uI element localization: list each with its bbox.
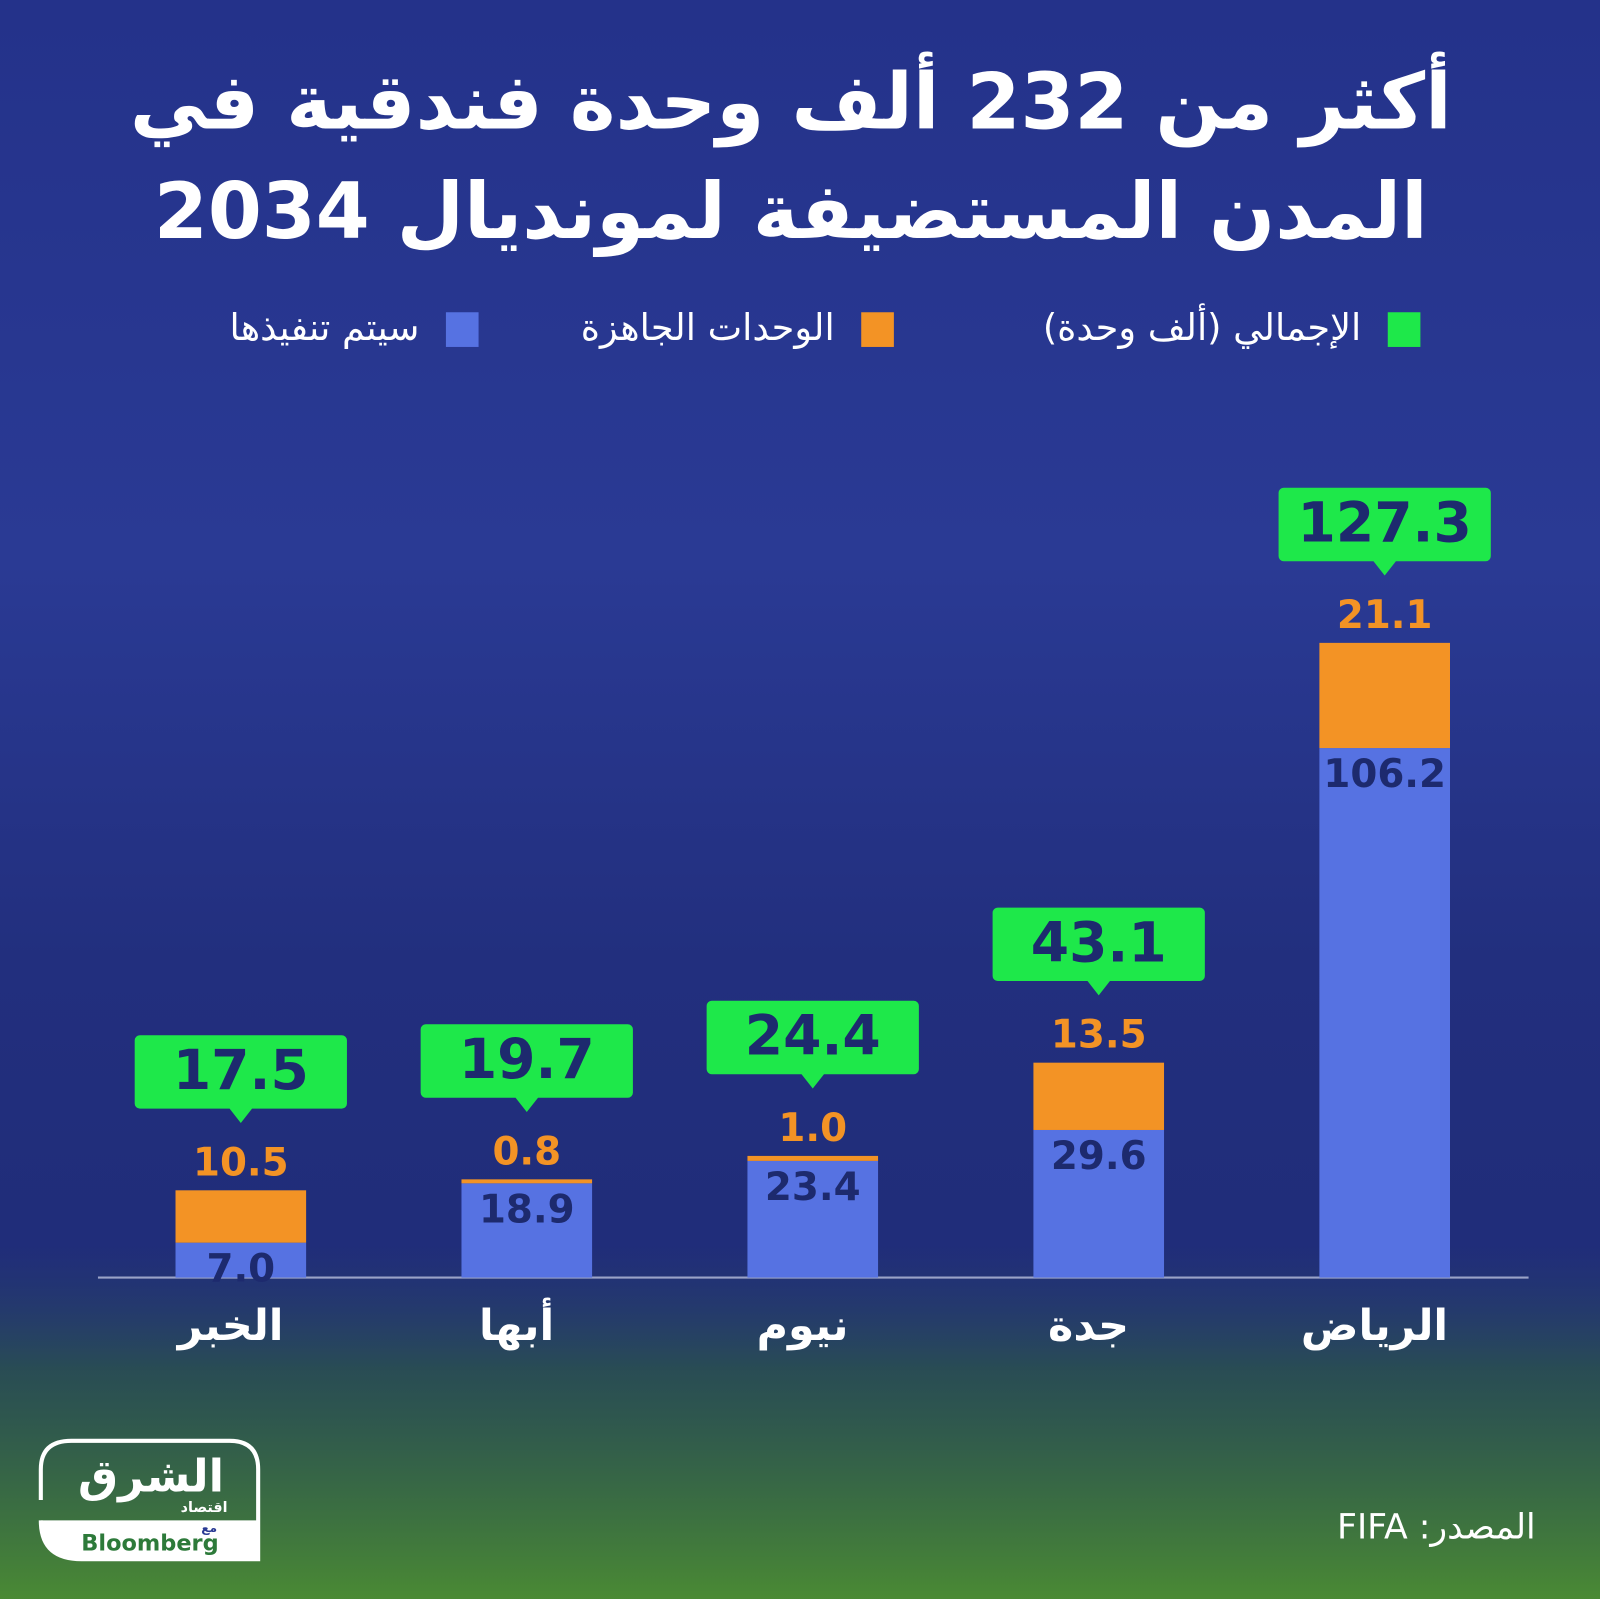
planned-label: 106.2 — [1323, 752, 1446, 797]
logo-band — [40, 1520, 259, 1560]
x-tick-label: جدة — [1048, 1301, 1129, 1351]
total-label: 43.1 — [1031, 910, 1167, 974]
total-box — [706, 1000, 919, 1089]
ready-label: 1.0 — [778, 1106, 847, 1151]
legend-label: الوحدات الجاهزة — [581, 306, 835, 349]
legend-label: سيتم تنفيذها — [230, 306, 420, 349]
total-box — [420, 1024, 633, 1112]
total-box — [1278, 487, 1491, 576]
ready-label: 13.5 — [1051, 1013, 1147, 1058]
total-label: 17.5 — [173, 1038, 309, 1102]
bar-ready — [175, 1190, 307, 1243]
bar-planned — [1319, 748, 1450, 1278]
logo-sub: اقتصاد — [181, 1500, 228, 1516]
legend: الإجمالي (ألف وحدة) الوحدات الجاهزة سيتم ت… — [230, 303, 1421, 349]
bar-planned — [747, 1160, 879, 1278]
bar-ready — [1319, 642, 1450, 749]
legend-label: الإجمالي (ألف وحدة) — [1043, 303, 1361, 349]
bar-planned — [1033, 1129, 1165, 1278]
total-box — [992, 907, 1205, 996]
bar-ready — [461, 1179, 593, 1184]
grass — [0, 1244, 1600, 1599]
ready-label: 21.1 — [1337, 593, 1433, 638]
x-tick-label: الرياض — [1301, 1301, 1448, 1351]
bar-ready — [747, 1155, 879, 1161]
x-tick-label: الخبر — [176, 1301, 284, 1351]
total-label: 24.4 — [745, 1004, 881, 1068]
legend-swatch — [445, 312, 479, 347]
bar-ready — [1033, 1062, 1165, 1130]
logo-with: مع — [201, 1521, 217, 1535]
bar-planned — [461, 1183, 593, 1278]
planned-label: 18.9 — [479, 1187, 575, 1232]
legend-swatch — [861, 312, 894, 347]
x-tick-label: نيوم — [757, 1301, 849, 1351]
ready-label: 0.8 — [492, 1129, 561, 1174]
legend-swatch — [1387, 312, 1421, 347]
logo: الشرق اقتصاد مع Bloomberg — [38, 1438, 261, 1562]
title: أكثر من 232 ألف وحدة فندقية في — [130, 52, 1452, 148]
total-box — [134, 1035, 347, 1123]
logo-name: الشرق — [78, 1450, 224, 1503]
bar-planned — [175, 1242, 307, 1278]
ready-label: 10.5 — [193, 1140, 289, 1185]
x-tick-label: أبها — [479, 1297, 554, 1351]
planned-label: 7.0 — [206, 1247, 275, 1292]
planned-label: 29.6 — [1051, 1134, 1147, 1179]
source: المصدر: FIFA — [1337, 1508, 1536, 1548]
planned-label: 23.4 — [765, 1165, 861, 1210]
title: المدن المستضيفة لمونديال 2034 — [154, 167, 1428, 257]
total-label: 127.3 — [1298, 491, 1472, 555]
logo-partner: Bloomberg — [81, 1530, 218, 1556]
total-label: 19.7 — [459, 1027, 595, 1091]
